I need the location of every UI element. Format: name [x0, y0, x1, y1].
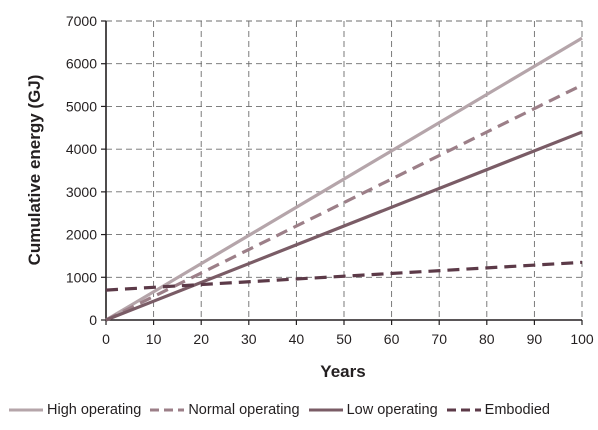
- x-tick-label: 80: [479, 331, 495, 347]
- legend-label: Low operating: [346, 402, 438, 418]
- series-line-low-operating: [105, 130, 583, 322]
- x-tick-label: 70: [431, 331, 447, 347]
- x-tick-labels: 0 10 20 30 40 50 60 70 80 90 100: [102, 331, 594, 347]
- y-tick-label: 0: [89, 312, 97, 328]
- series-line-embodied: [105, 260, 583, 292]
- y-tick-label: 3000: [66, 184, 97, 200]
- legend: High operating Normal operating Low operat…: [8, 402, 598, 418]
- y-tick-labels: 0 1000 2000 3000 4000 5000 6000 7000: [66, 13, 97, 328]
- x-tick-label: 0: [102, 331, 110, 347]
- x-tick-label: 60: [384, 331, 400, 347]
- legend-label: Normal operating: [188, 402, 300, 418]
- legend-item-high-operating: High operating: [8, 402, 141, 418]
- legend-item-normal-operating: Normal operating: [149, 402, 300, 418]
- series-line-high-operating: [105, 36, 583, 322]
- series-lines: [105, 36, 583, 322]
- y-tick-label: 2000: [66, 227, 97, 243]
- legend-label: High operating: [47, 402, 142, 418]
- y-tick-label: 6000: [66, 56, 97, 72]
- y-tick-label: 7000: [66, 13, 97, 29]
- x-axis-label: Years: [320, 362, 365, 381]
- x-tick-label: 10: [146, 331, 162, 347]
- legend-swatch: [150, 408, 185, 412]
- y-axis-label: Cumulative energy (GJ): [25, 75, 44, 266]
- legend-item-low-operating: Low operating: [308, 402, 438, 418]
- x-tick-label: 90: [527, 331, 543, 347]
- series-line-normal-operating: [105, 83, 583, 322]
- x-tick-label: 20: [193, 331, 209, 347]
- axes: [101, 20, 583, 325]
- y-tick-label: 4000: [66, 141, 97, 157]
- legend-swatch: [9, 408, 43, 412]
- legend-item-embodied: Embodied: [446, 402, 550, 418]
- legend-swatch: [308, 408, 343, 412]
- legend-label: Embodied: [484, 402, 550, 418]
- x-tick-label: 50: [336, 331, 352, 347]
- y-tick-label: 5000: [66, 98, 97, 114]
- legend-swatch: [446, 408, 481, 412]
- x-tick-label: 40: [289, 331, 305, 347]
- x-tick-label: 100: [570, 331, 594, 347]
- x-tick-label: 30: [241, 331, 257, 347]
- y-tick-label: 1000: [66, 269, 97, 285]
